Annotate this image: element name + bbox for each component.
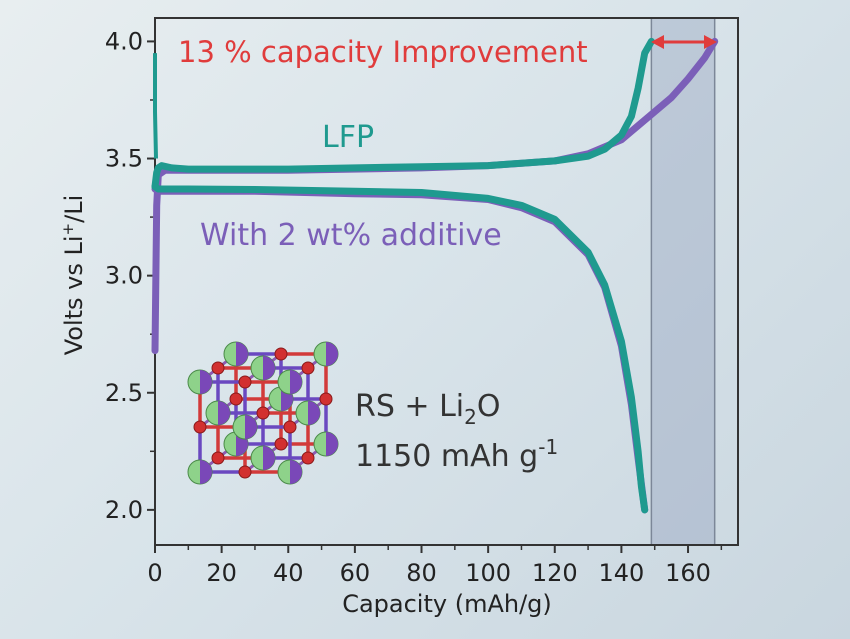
- crystal-atom-half: [263, 446, 275, 470]
- x-tick-label: 80: [406, 559, 437, 587]
- x-tick-label: 20: [206, 559, 237, 587]
- crystal-atom-half: [326, 432, 338, 456]
- crystal-atom-half: [326, 342, 338, 366]
- crystal-oxygen: [211, 361, 225, 375]
- crystal-atom-half: [200, 370, 212, 394]
- x-tick-label: 60: [340, 559, 371, 587]
- crystal-oxygen: [238, 465, 252, 479]
- crystal-oxygen: [193, 420, 207, 434]
- crystal-oxygen: [283, 420, 297, 434]
- y-tick-label: 3.0: [105, 262, 143, 290]
- y-axis-label: Volts vs Li+/Li: [59, 195, 88, 356]
- x-tick-label: 100: [465, 559, 511, 587]
- axes: 0 20 40 60 80 100 120 140 160 2.0 2.5 3.0 3.5 4.0: [105, 17, 739, 587]
- series-group: [151, 37, 719, 514]
- crystal-oxygen: [301, 451, 315, 465]
- improvement-annotation: 13 % capacity Improvement: [178, 35, 588, 69]
- y-tick-label: 4.0: [105, 27, 143, 55]
- x-tick-label: 0: [147, 559, 162, 587]
- crystal-oxygen: [229, 392, 243, 406]
- x-axis-label: Capacity (mAh/g): [342, 590, 552, 618]
- lfp-series-label: LFP: [322, 120, 374, 155]
- crystal-atom-half: [290, 460, 302, 484]
- crystal-atom-half: [200, 460, 212, 484]
- inset-formula: RS + Li2O: [355, 389, 501, 429]
- x-tick-label: 40: [273, 559, 304, 587]
- crystal-atom-half: [308, 401, 320, 425]
- y-tick-label: 2.0: [105, 496, 143, 524]
- crystal-oxygen: [256, 406, 270, 420]
- improvement-arrow: [651, 35, 717, 49]
- crystal-oxygen: [274, 347, 288, 361]
- crystal-oxygen: [211, 451, 225, 465]
- lfp-initial-spike: [153, 53, 158, 159]
- inset-capacity: 1150 mAh g-1: [355, 435, 558, 474]
- lfp-charge-curve: [151, 37, 655, 191]
- improvement-band: [650, 18, 716, 545]
- crystal-atom-half: [290, 370, 302, 394]
- crystal-oxygen: [319, 392, 333, 406]
- crystal-structure-icon: [187, 341, 339, 485]
- highlight-band-rect: [651, 18, 715, 545]
- y-tick-label: 3.5: [105, 145, 143, 173]
- x-tick-label: 120: [532, 559, 578, 587]
- crystal-oxygen: [301, 361, 315, 375]
- crystal-oxygen: [274, 437, 288, 451]
- crystal-atom-half: [218, 401, 230, 425]
- crystal-atom-half: [263, 356, 275, 380]
- additive-series-label: With 2 wt% additive: [200, 218, 502, 253]
- crystal-atom-half: [245, 415, 257, 439]
- crystal-atom-half: [236, 342, 248, 366]
- y-tick-label: 2.5: [105, 379, 143, 407]
- crystal-oxygen: [238, 375, 252, 389]
- lfp-discharge-curve: [151, 183, 649, 514]
- x-tick-label: 160: [665, 559, 711, 587]
- x-tick-label: 140: [598, 559, 644, 587]
